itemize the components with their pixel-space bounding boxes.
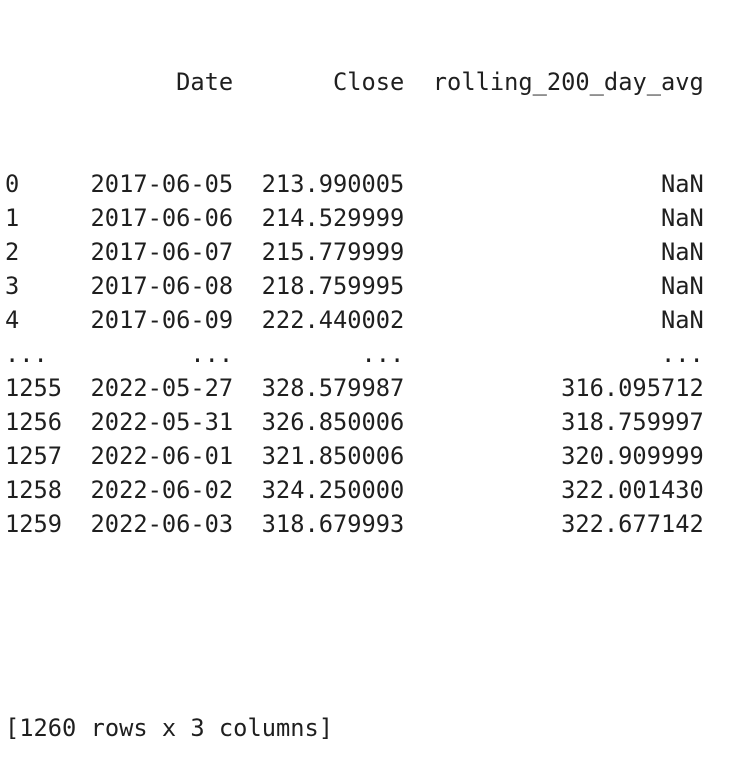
close-cell: 326.850006 [261,408,405,436]
table-row: 4 2017-06-09 222.440002 NaN [5,303,704,337]
table-row: 1255 2022-05-27 328.579987 316.095712 [5,371,704,405]
table-row: 2 2017-06-07 215.779999 NaN [5,235,704,269]
date-cell: 2017-06-06 [90,204,234,232]
dataframe-output: Date Close rolling_200_day_avg 0 2017-06-05… [5,0,704,779]
row-index: 1255 [5,374,63,402]
date-cell: 2017-06-09 [90,306,234,334]
close-cell: ... [361,340,405,368]
rolling-avg-cell: 322.677142 [561,510,704,538]
date-cell: 2017-06-08 [90,272,234,300]
shape-summary: [1260 rows x 3 columns] [5,714,334,742]
row-index: 2 [5,238,20,266]
row-index: 1259 [5,510,63,538]
date-cell: 2022-05-27 [90,374,234,402]
table-row: 1259 2022-06-03 318.679993 322.677142 [5,507,704,541]
rolling-avg-cell: 322.001430 [561,476,704,504]
close-cell: 215.779999 [261,238,405,266]
column-header-date: Date [176,68,234,96]
row-index: 1257 [5,442,63,470]
rolling-avg-cell: 316.095712 [561,374,704,402]
table-row: 3 2017-06-08 218.759995 NaN [5,269,704,303]
row-index: 1258 [5,476,63,504]
row-index: 1 [5,204,20,232]
close-cell: 321.850006 [261,442,405,470]
rolling-avg-cell: 318.759997 [561,408,704,436]
close-cell: 328.579987 [261,374,405,402]
rolling-avg-cell: ... [660,340,704,368]
column-header-close: Close [332,68,405,96]
row-index: 1256 [5,408,63,436]
rolling-avg-cell: NaN [660,204,704,232]
close-cell: 318.679993 [261,510,405,538]
close-cell: 213.990005 [261,170,405,198]
date-cell: 2022-06-01 [90,442,234,470]
date-cell: 2017-06-05 [90,170,234,198]
row-index: 3 [5,272,20,300]
rolling-avg-cell: 320.909999 [561,442,704,470]
date-cell: ... [190,340,234,368]
table-row: 1256 2022-05-31 326.850006 318.759997 [5,405,704,439]
close-cell: 324.250000 [261,476,405,504]
date-cell: 2022-06-03 [90,510,234,538]
table-row: 1258 2022-06-02 324.250000 322.001430 [5,473,704,507]
close-cell: 214.529999 [261,204,405,232]
rolling-avg-cell: NaN [660,306,704,334]
row-index: ... [5,340,48,368]
column-header-rolling-avg: rolling_200_day_avg [432,68,704,96]
rolling-avg-cell: NaN [660,238,704,266]
rolling-avg-cell: NaN [660,272,704,300]
table-row: 0 2017-06-05 213.990005 NaN [5,167,704,201]
table-row: 1257 2022-06-01 321.850006 320.909999 [5,439,704,473]
date-cell: 2017-06-07 [90,238,234,266]
date-cell: 2022-05-31 [90,408,234,436]
rolling-avg-cell: NaN [660,170,704,198]
date-cell: 2022-06-02 [90,476,234,504]
row-index: 4 [5,306,20,334]
close-cell: 222.440002 [261,306,405,334]
close-cell: 218.759995 [261,272,405,300]
table-row: 1 2017-06-06 214.529999 NaN [5,201,704,235]
row-index: 0 [5,170,20,198]
header-row: Date Close rolling_200_day_avg [5,65,704,99]
table-row: ............ [5,337,704,371]
